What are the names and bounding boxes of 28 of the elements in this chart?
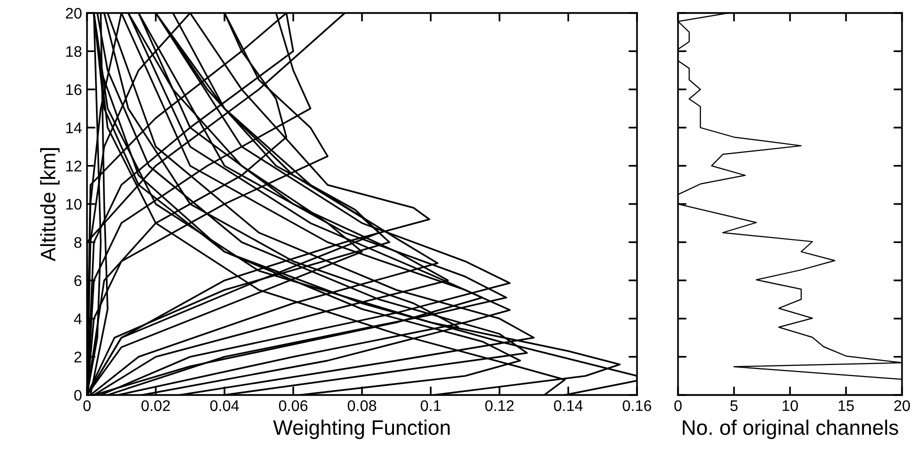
x-axis-title: Weighting Function: [273, 420, 450, 440]
x-tick-label: 0.08: [348, 400, 376, 412]
x-tick-label: 20: [894, 400, 910, 412]
x-tick-label: 0.1: [420, 400, 441, 412]
x-tick-label: 0.02: [141, 400, 170, 412]
y-tick-label: 16: [66, 84, 82, 96]
x-tick-label: 0.06: [278, 400, 308, 412]
y-tick-label: 2: [74, 352, 82, 362]
x-tick-label: 5: [730, 400, 738, 412]
y-tick-label: 14: [66, 122, 82, 134]
y-tick-label: 0: [74, 390, 82, 401]
x-tick-label: 0.12: [485, 400, 514, 412]
x-axis-title: No. of original channels: [682, 420, 898, 440]
y-tick-label: 8: [74, 237, 82, 248]
x-tick-label: 0: [83, 400, 91, 412]
x-tick-label: 0.04: [210, 400, 239, 412]
y-tick-label: 12: [66, 160, 82, 172]
y-axis-title: Altitude [km]: [40, 148, 60, 262]
x-tick-label: 15: [838, 400, 854, 412]
x-tick-label: 10: [782, 400, 798, 412]
y-tick-label: 6: [74, 275, 82, 286]
y-tick-label: 4: [74, 314, 82, 324]
y-tick-label: 18: [66, 46, 82, 57]
y-tick-label: 10: [66, 198, 82, 210]
x-tick-label: 0.16: [622, 400, 652, 412]
x-tick-label: 0.14: [554, 400, 583, 412]
y-tick-label: 20: [66, 8, 82, 19]
x-tick-label: 0: [674, 400, 682, 412]
